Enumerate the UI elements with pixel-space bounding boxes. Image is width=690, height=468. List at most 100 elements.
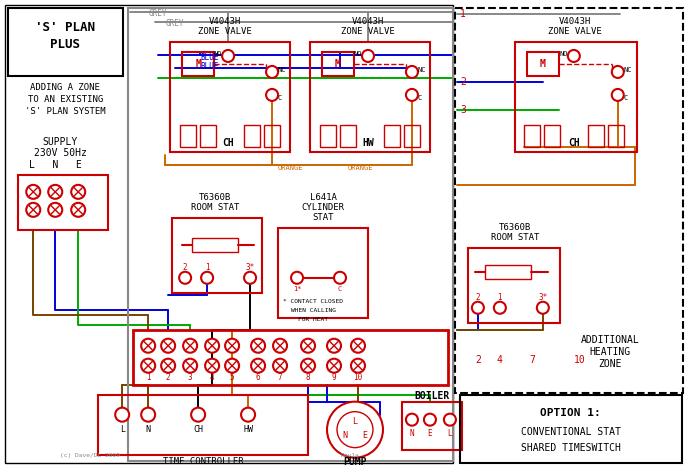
Text: N: N [410, 429, 414, 438]
Bar [515, 42, 637, 152]
Bar [8, 8, 124, 76]
Bar [200, 125, 216, 147]
Text: TO AN EXISTING: TO AN EXISTING [28, 95, 103, 104]
Text: 9: 9 [332, 373, 336, 382]
Circle shape [266, 89, 278, 101]
Text: ORANGE: ORANGE [277, 165, 303, 171]
Text: BLUE: BLUE [200, 53, 219, 62]
Text: 2: 2 [475, 355, 481, 365]
Circle shape [48, 203, 62, 217]
Bar [180, 125, 196, 147]
Circle shape [26, 203, 40, 217]
Circle shape [406, 414, 418, 426]
Text: 4: 4 [210, 373, 215, 382]
Text: 1: 1 [205, 263, 210, 272]
Text: N: N [342, 431, 348, 440]
Text: 4: 4 [497, 355, 503, 365]
Bar [133, 330, 448, 385]
Circle shape [244, 272, 256, 284]
Text: L: L [119, 425, 125, 434]
Text: NO: NO [354, 51, 362, 57]
Bar [98, 395, 308, 454]
Text: 5: 5 [230, 373, 235, 382]
Text: 3: 3 [460, 105, 466, 115]
Bar [455, 8, 682, 393]
Text: 8: 8 [306, 373, 310, 382]
Text: (c) Dave/DL 2009: (c) Dave/DL 2009 [60, 453, 120, 458]
Text: 3*: 3* [538, 293, 547, 302]
Text: L: L [353, 417, 357, 426]
Text: GREY: GREY [165, 20, 184, 29]
Text: 3*: 3* [246, 263, 255, 272]
Text: 3: 3 [188, 373, 193, 382]
Circle shape [179, 272, 191, 284]
Circle shape [273, 339, 287, 353]
Circle shape [115, 408, 129, 422]
Circle shape [71, 203, 85, 217]
Bar [182, 52, 214, 76]
Bar [460, 395, 682, 463]
Text: 'S' PLAN: 'S' PLAN [35, 22, 95, 35]
Text: N: N [146, 425, 150, 434]
Text: T6360B: T6360B [199, 193, 231, 202]
Bar [404, 125, 420, 147]
Text: NO: NO [214, 51, 222, 57]
Bar [524, 125, 540, 147]
Text: C: C [338, 286, 342, 292]
Text: 1: 1 [497, 293, 502, 302]
Text: TIME CONTROLLER: TIME CONTROLLER [163, 457, 244, 466]
Circle shape [472, 302, 484, 314]
Text: C: C [278, 95, 282, 101]
Circle shape [351, 339, 365, 353]
Text: M: M [195, 59, 201, 69]
Text: V4043H: V4043H [559, 17, 591, 27]
Bar [128, 8, 453, 461]
Circle shape [222, 50, 234, 62]
Text: 1*: 1* [293, 286, 302, 292]
Circle shape [141, 358, 155, 373]
Bar [544, 125, 560, 147]
Bar [527, 52, 559, 76]
Text: ADDITIONAL: ADDITIONAL [580, 335, 639, 345]
Text: L: L [448, 429, 452, 438]
Text: 10: 10 [353, 373, 363, 382]
Circle shape [205, 358, 219, 373]
Circle shape [161, 358, 175, 373]
Text: BLUE: BLUE [200, 62, 219, 72]
Text: 'S' PLAN SYSTEM: 'S' PLAN SYSTEM [25, 108, 106, 117]
Circle shape [406, 89, 418, 101]
Circle shape [406, 66, 418, 78]
Text: 6: 6 [256, 373, 260, 382]
Circle shape [161, 339, 175, 353]
Text: 2: 2 [166, 373, 170, 382]
Text: NC: NC [278, 67, 286, 73]
Text: CONVENTIONAL STAT: CONVENTIONAL STAT [521, 427, 621, 437]
Circle shape [301, 339, 315, 353]
Text: E: E [362, 431, 368, 440]
Text: STAT: STAT [313, 213, 334, 222]
Text: GREY: GREY [148, 9, 167, 19]
Circle shape [291, 272, 303, 284]
Circle shape [568, 50, 580, 62]
Text: PUMP: PUMP [343, 457, 367, 467]
Circle shape [183, 339, 197, 353]
Text: C: C [418, 95, 422, 101]
Circle shape [201, 272, 213, 284]
Circle shape [301, 358, 315, 373]
Text: 10: 10 [574, 355, 586, 365]
Text: HW: HW [243, 425, 253, 434]
Circle shape [337, 412, 373, 447]
Text: ZONE: ZONE [598, 358, 622, 369]
Text: ROOM STAT: ROOM STAT [191, 203, 239, 212]
Circle shape [141, 339, 155, 353]
Text: FOR HEAT: FOR HEAT [298, 317, 328, 322]
Text: CYLINDER: CYLINDER [302, 203, 344, 212]
Circle shape [191, 408, 205, 422]
Text: BOILER: BOILER [414, 391, 450, 401]
Bar [468, 248, 560, 323]
Text: SUPPLY: SUPPLY [43, 137, 78, 147]
Text: E: E [428, 429, 432, 438]
Circle shape [71, 185, 85, 199]
Text: ZONE VALVE: ZONE VALVE [341, 28, 395, 37]
Text: PLUS: PLUS [50, 38, 80, 51]
